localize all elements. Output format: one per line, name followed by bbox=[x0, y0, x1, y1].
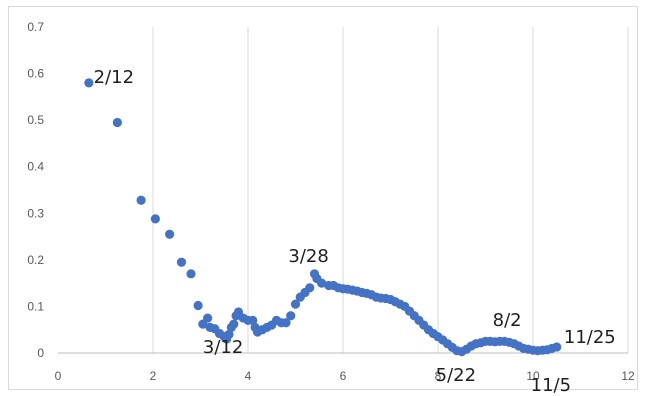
data-point bbox=[248, 315, 258, 325]
gridlines bbox=[152, 27, 629, 353]
annotation-label: 11/25 bbox=[564, 327, 616, 348]
annotation-label: 3/28 bbox=[288, 246, 328, 267]
y-tick-label: 0.2 bbox=[27, 253, 44, 267]
x-tick-label: 4 bbox=[245, 369, 252, 383]
x-tick-label: 8 bbox=[435, 369, 442, 383]
y-tick-label: 0.5 bbox=[27, 113, 44, 127]
y-tick-label: 0.3 bbox=[27, 206, 44, 220]
data-point bbox=[150, 214, 160, 224]
data-point bbox=[224, 329, 234, 339]
data-point bbox=[193, 300, 203, 311]
data-point bbox=[305, 283, 315, 293]
annotation-label: 5/22 bbox=[436, 365, 476, 386]
annotation-label: 8/2 bbox=[493, 310, 522, 331]
data-point bbox=[176, 257, 187, 267]
x-tick-label: 0 bbox=[55, 369, 62, 383]
x-tick-label: 6 bbox=[340, 369, 347, 383]
y-tick-label: 0.6 bbox=[27, 67, 44, 81]
point-annotations: 2/12 3/12 3/28 5/22 8/2 11/25 11/5 bbox=[94, 67, 616, 396]
data-point bbox=[165, 229, 175, 239]
annotation-label: 2/12 bbox=[94, 67, 134, 88]
x-axis-tick-labels: 0 2 4 6 8 10 12 bbox=[55, 369, 635, 383]
data-point bbox=[317, 278, 327, 288]
x-tick-label: 12 bbox=[621, 369, 635, 383]
data-point bbox=[186, 269, 196, 279]
x-tick-label: 10 bbox=[526, 369, 540, 383]
x-tick-label: 2 bbox=[150, 369, 157, 383]
data-point bbox=[552, 342, 562, 352]
data-point bbox=[286, 311, 296, 321]
data-points bbox=[84, 78, 562, 357]
data-point bbox=[84, 78, 94, 88]
y-axis-tick-labels: 0 0.1 0.2 0.3 0.4 0.5 0.6 0.7 bbox=[27, 20, 44, 360]
y-tick-label: 0.1 bbox=[27, 299, 44, 313]
data-point bbox=[290, 299, 301, 309]
annotation-label: 3/12 bbox=[203, 337, 243, 358]
data-point bbox=[136, 195, 146, 205]
data-point bbox=[203, 313, 213, 323]
data-point bbox=[112, 117, 122, 128]
annotation-label: 11/5 bbox=[531, 375, 571, 396]
y-tick-label: 0.7 bbox=[27, 20, 44, 34]
data-point bbox=[281, 318, 291, 328]
y-tick-label: 0.4 bbox=[27, 160, 44, 174]
y-tick-label: 0 bbox=[37, 346, 44, 360]
data-point bbox=[229, 319, 239, 329]
